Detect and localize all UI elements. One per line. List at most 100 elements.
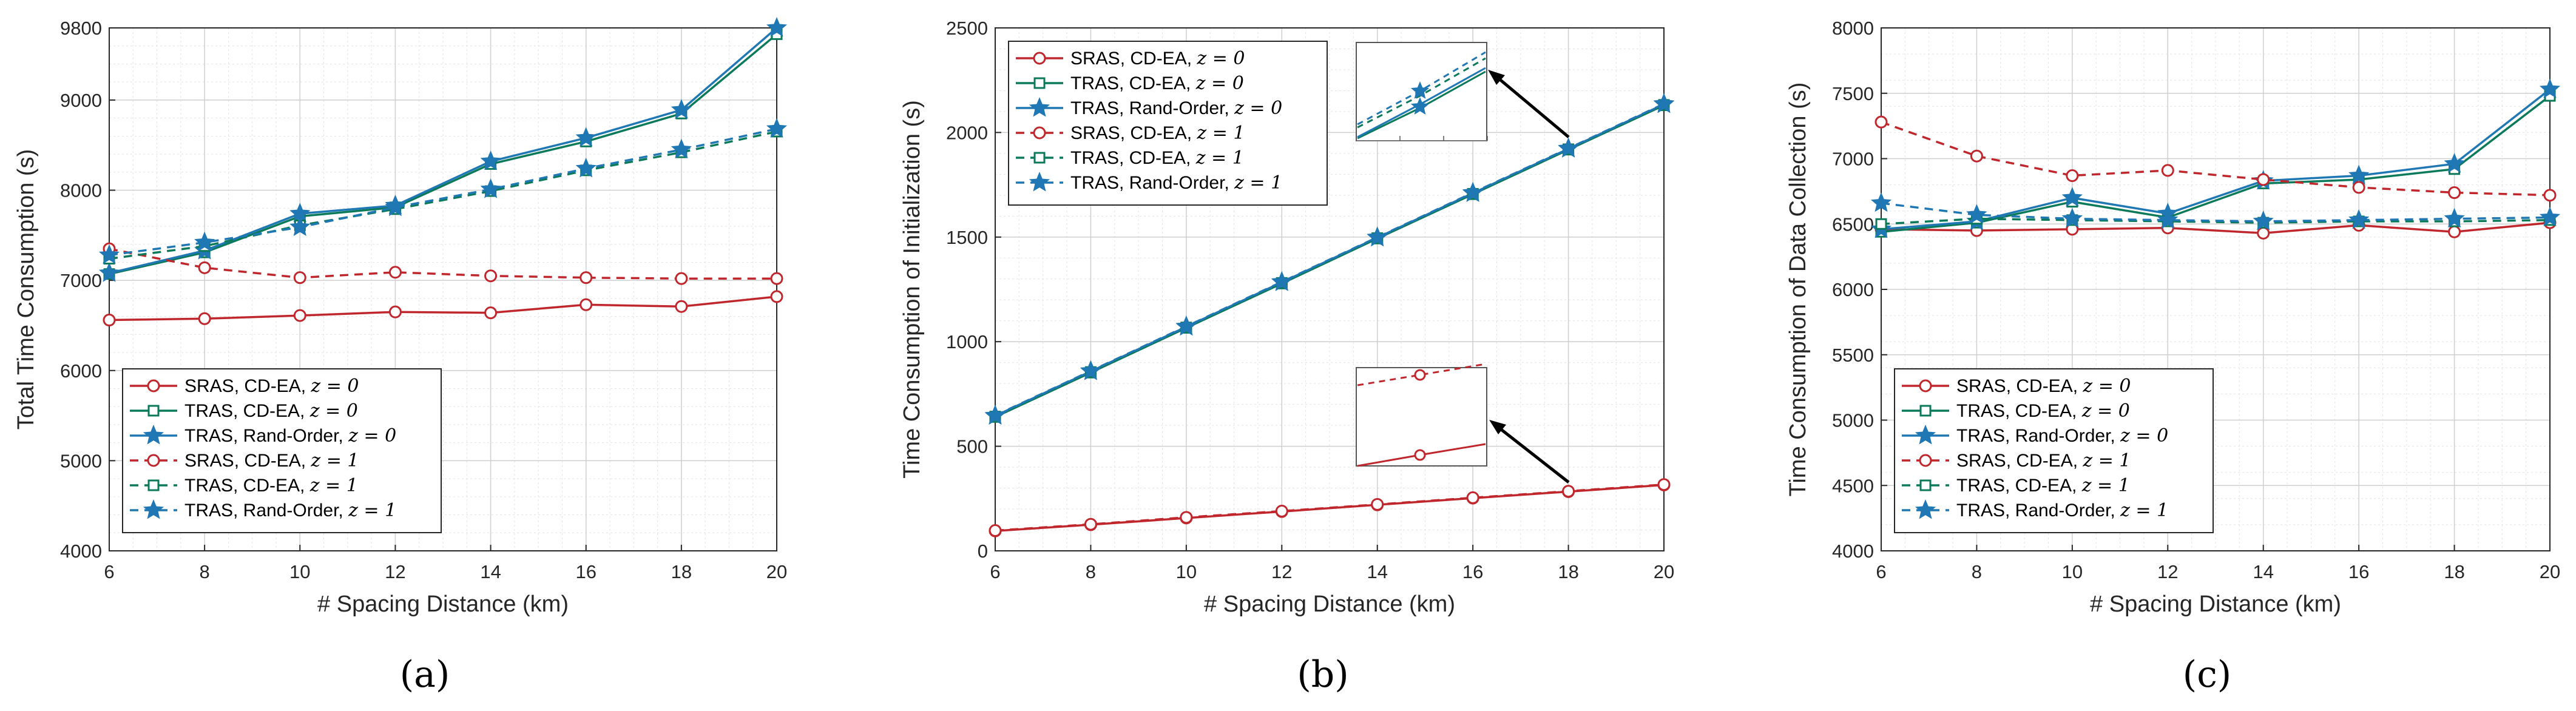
- legend-entry-math: z = 1: [309, 475, 358, 496]
- y-tick-label: 9000: [60, 90, 102, 111]
- y-tick-label: 4500: [1832, 475, 1874, 496]
- x-tick-label: 18: [2444, 561, 2464, 582]
- data-point: [1558, 137, 1579, 158]
- legend-entry-math: z = 0: [309, 400, 358, 422]
- data-point: [2444, 153, 2465, 173]
- data-point: [1970, 149, 1983, 163]
- data-point: [1966, 204, 1987, 224]
- data-point: [989, 524, 1002, 537]
- inset-star: [1410, 97, 1430, 115]
- x-tick-label: 6: [1876, 561, 1886, 582]
- data-point: [2157, 209, 2179, 229]
- data-point: [2066, 169, 2079, 183]
- legend-swatch-marker: [147, 479, 160, 491]
- series-line: [109, 130, 777, 260]
- x-axis-label: # Spacing Distance (km): [1204, 591, 1455, 617]
- inset-top: [1356, 42, 1570, 141]
- x-tick-label: 12: [1271, 561, 1292, 582]
- data-point: [2539, 78, 2561, 98]
- legend-entry-label: TRAS, Rand-Order,: [1956, 426, 2120, 446]
- data-point: [575, 157, 597, 178]
- data-point: [385, 196, 406, 217]
- minor-grid: [1881, 28, 2550, 551]
- legend-entry: TRAS, Rand-Order, z = 1: [184, 500, 396, 521]
- data-point: [766, 17, 788, 37]
- legend-entry: TRAS, Rand-Order, z = 1: [1956, 500, 2168, 521]
- series-4: [103, 242, 783, 285]
- chart-3: 6 8 10 12 14 16 18 20 4000 4500 5000 5500 6000 6500 70…: [1785, 18, 2560, 696]
- legend-entry-math: z = 0: [2082, 376, 2131, 397]
- y-axis-label: Time Consumption of Data Collection (s): [1785, 83, 1811, 497]
- legend-entry-math: z = 1: [310, 450, 359, 471]
- legend-entry-label: TRAS, CD-EA,: [1956, 476, 2082, 496]
- legend-swatch-marker: [147, 405, 160, 417]
- x-tick-label: 8: [1972, 561, 1982, 582]
- data-point: [770, 290, 783, 303]
- legend-swatch-marker: [1033, 152, 1046, 164]
- data-point: [2257, 226, 2270, 240]
- data-point: [2348, 209, 2370, 229]
- legend-entry-math: z = 0: [1234, 98, 1282, 119]
- series-line: [109, 127, 777, 257]
- legend-entry-label: SRAS, CD-EA,: [1070, 49, 1197, 69]
- data-point: [1870, 192, 1892, 212]
- legend-entry-label: SRAS, CD-EA,: [1956, 451, 2083, 471]
- y-tick-label: 6000: [60, 360, 102, 382]
- data-point: [388, 305, 402, 318]
- legend-swatch-marker: [1033, 52, 1046, 65]
- legend-entry-label: TRAS, Rand-Order,: [184, 500, 348, 521]
- x-tick-label: 8: [1086, 561, 1096, 582]
- data-point: [484, 306, 498, 320]
- data-point: [1653, 93, 1675, 113]
- inset-arrow-head: [1488, 70, 1505, 85]
- legend-swatch-marker: [1919, 379, 1932, 393]
- x-tick-label: 16: [1462, 561, 1483, 582]
- legend-entry-math: z = 0: [1195, 73, 1244, 94]
- x-axis-label: # Spacing Distance (km): [317, 591, 569, 617]
- data-point: [1875, 218, 1887, 230]
- legend-box: [1894, 368, 2214, 533]
- data-point: [1271, 271, 1293, 291]
- inset-star: [1410, 81, 1430, 99]
- legend-swatch-marker: [147, 454, 160, 467]
- data-point: [2448, 225, 2461, 238]
- data-point: [103, 314, 116, 327]
- data-point: [984, 404, 1006, 425]
- series-line: [995, 103, 1665, 417]
- panel-label: (c): [2183, 653, 2231, 696]
- data-point: [2061, 187, 2083, 207]
- legend-entry-math: z = 0: [310, 376, 359, 397]
- legend-entry: TRAS, Rand-Order, z = 0: [184, 425, 396, 446]
- axes-box: [109, 27, 777, 551]
- x-axis-label: # Spacing Distance (km): [2090, 591, 2341, 617]
- inset-arrow-head: [1489, 420, 1506, 434]
- legend-entry-label: TRAS, CD-EA,: [184, 401, 310, 421]
- legend-entry: TRAS, Rand-Order, z = 0: [1956, 425, 2168, 446]
- data-point: [98, 262, 120, 282]
- y-tick-label: 7500: [1832, 83, 1874, 104]
- legend-entry-math: z = 1: [2082, 450, 2131, 471]
- data-point: [2253, 210, 2274, 231]
- x-tick-label: 12: [2157, 561, 2178, 582]
- data-point: [194, 231, 215, 252]
- data-point: [1466, 491, 1479, 504]
- y-tick-label: 5000: [1832, 410, 1874, 431]
- legend-entry: TRAS, CD-EA, z = 1: [184, 475, 358, 496]
- x-tick-label: 20: [766, 561, 787, 582]
- x-tick-label: 8: [200, 561, 210, 582]
- series-line: [1881, 217, 2551, 226]
- data-point: [1875, 115, 1888, 129]
- data-point: [2539, 206, 2561, 226]
- series-3: [1870, 78, 2561, 238]
- data-point: [388, 266, 402, 279]
- series-line: [109, 295, 777, 322]
- y-tick-label: 5500: [1832, 345, 1874, 366]
- legend-entry: SRAS, CD-EA, z = 0: [1070, 48, 1245, 69]
- x-tick-label: 14: [2253, 561, 2273, 582]
- legend-entry: TRAS, CD-EA, z = 0: [1956, 400, 2130, 422]
- data-point: [671, 99, 692, 119]
- data-point: [770, 272, 783, 285]
- panel-label: (a): [400, 653, 450, 696]
